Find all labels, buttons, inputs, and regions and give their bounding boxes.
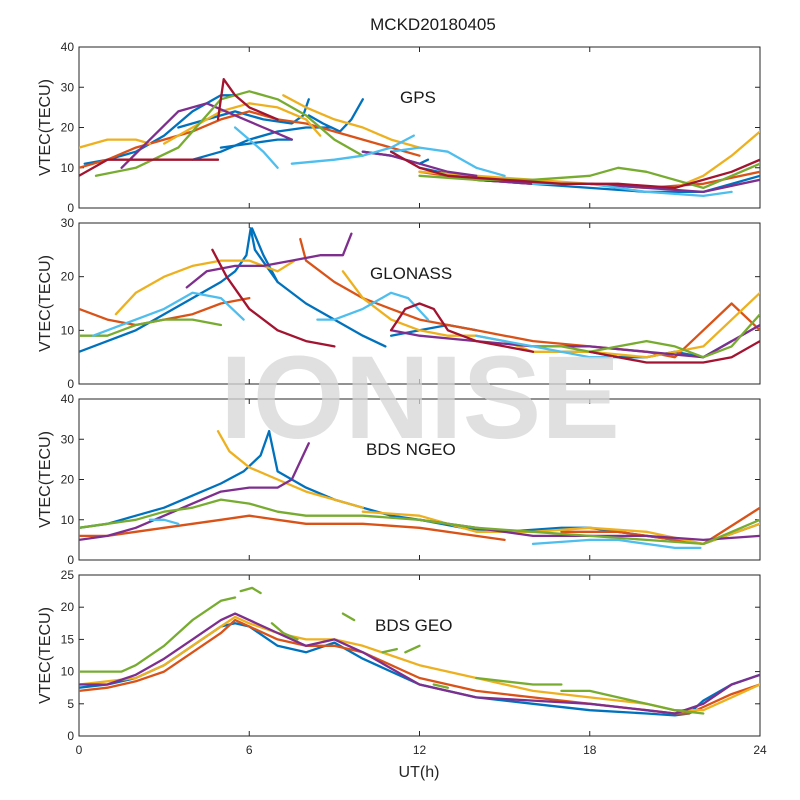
x-tick-label: 12 [413, 743, 427, 757]
series-line [216, 78, 279, 121]
y-tick-label: 10 [61, 161, 75, 175]
series-line [307, 98, 364, 133]
series-line [233, 126, 279, 169]
y-axis-label: VTEC(TECU) [37, 431, 54, 528]
y-tick-label: 25 [61, 568, 75, 582]
series-line [79, 158, 220, 177]
y-tick-label: 10 [61, 665, 75, 679]
panel-2: 0 10 20 30 GLONASS VTEC(TECU) [37, 216, 761, 391]
series-line [79, 514, 506, 542]
series-line [79, 318, 223, 337]
chart-title: MCKD20180405 [370, 15, 496, 34]
series-group [79, 586, 760, 717]
series-line [588, 339, 760, 364]
series-line [92, 291, 245, 337]
series-line [219, 138, 293, 149]
series-line [475, 334, 620, 359]
x-axis-label: UT(h) [399, 764, 440, 781]
y-tick-label: 40 [61, 40, 75, 54]
series-line [162, 102, 322, 145]
series-line [560, 689, 705, 715]
series-group [79, 78, 760, 198]
series-line [361, 510, 760, 546]
series-line [290, 134, 415, 165]
series-line [79, 138, 152, 149]
series-line [148, 518, 180, 525]
series-line [560, 506, 760, 546]
y-axis-label: VTEC(TECU) [37, 607, 54, 704]
series-line [79, 442, 310, 542]
y-tick-label: 20 [61, 270, 75, 284]
series-line [250, 227, 279, 284]
y-tick-label: 0 [67, 553, 74, 567]
y-tick-label: 20 [61, 121, 75, 135]
y-tick-label: 15 [61, 632, 75, 646]
watermark: IONISE [220, 332, 620, 464]
series-line [114, 259, 296, 316]
x-tick-label: 18 [583, 743, 597, 757]
y-tick-label: 10 [61, 513, 75, 527]
series-line [361, 150, 478, 177]
panel-label: GPS [400, 88, 436, 107]
y-tick-label: 30 [61, 216, 75, 230]
y-tick-label: 10 [61, 323, 75, 337]
y-tick-label: 20 [61, 473, 75, 487]
series-line [531, 313, 760, 359]
series-line [120, 102, 293, 169]
series-line [191, 126, 333, 161]
series-line [389, 150, 760, 190]
series-line [475, 676, 563, 686]
y-axis-label: VTEC(TECU) [37, 79, 54, 176]
y-tick-label: 30 [61, 80, 75, 94]
series-line [270, 622, 299, 641]
series-line [79, 618, 760, 715]
series-line [211, 248, 336, 348]
y-axis-label: VTEC(TECU) [37, 255, 54, 352]
x-tick-label: 24 [753, 743, 767, 757]
series-line [239, 586, 262, 595]
panels: 0 10 20 30 40 GPS VTEC(TECU) 0 10 20 30 GLONASS VTEC… [37, 40, 767, 757]
y-tick-label: 5 [67, 697, 74, 711]
y-tick-label: 20 [61, 600, 75, 614]
series-line [79, 596, 237, 673]
series-line [341, 612, 356, 622]
y-tick-label: 0 [67, 729, 74, 743]
panel-4: 0 5 10 15 20 25 0 6 12 18 24 BDS GEO VTEC(TECU) [37, 568, 767, 757]
panel-3: 0 10 20 30 40 BDS NGEO VTEC(TECU) [37, 392, 761, 567]
panel-label: BDS NGEO [366, 440, 456, 459]
series-line [531, 538, 702, 550]
x-tick-label: 0 [76, 743, 83, 757]
series-group [79, 430, 760, 550]
y-tick-label: 30 [61, 432, 75, 446]
series-line [282, 94, 421, 149]
series-line [79, 612, 760, 715]
x-tick-label: 6 [246, 743, 253, 757]
y-tick-label: 40 [61, 392, 75, 406]
series-line [475, 178, 760, 194]
series-line [79, 430, 271, 529]
series-line [316, 291, 430, 321]
series-line [216, 430, 364, 509]
series-line [432, 683, 450, 689]
axes-box [78, 398, 761, 561]
series-line [404, 644, 421, 654]
y-tick-label: 0 [67, 201, 74, 215]
series-line [418, 162, 760, 190]
series-line [185, 232, 353, 289]
panel-1: 0 10 20 30 40 GPS VTEC(TECU) [37, 40, 761, 215]
series-line [389, 302, 535, 353]
panel-label: BDS GEO [375, 616, 452, 635]
series-line [94, 90, 364, 177]
series-line [249, 227, 387, 348]
y-tick-label: 0 [67, 377, 74, 391]
series-line [381, 647, 398, 654]
series-line [389, 146, 506, 177]
panel-label: GLONASS [370, 264, 452, 283]
series-group [79, 227, 760, 364]
series-line [79, 498, 760, 546]
